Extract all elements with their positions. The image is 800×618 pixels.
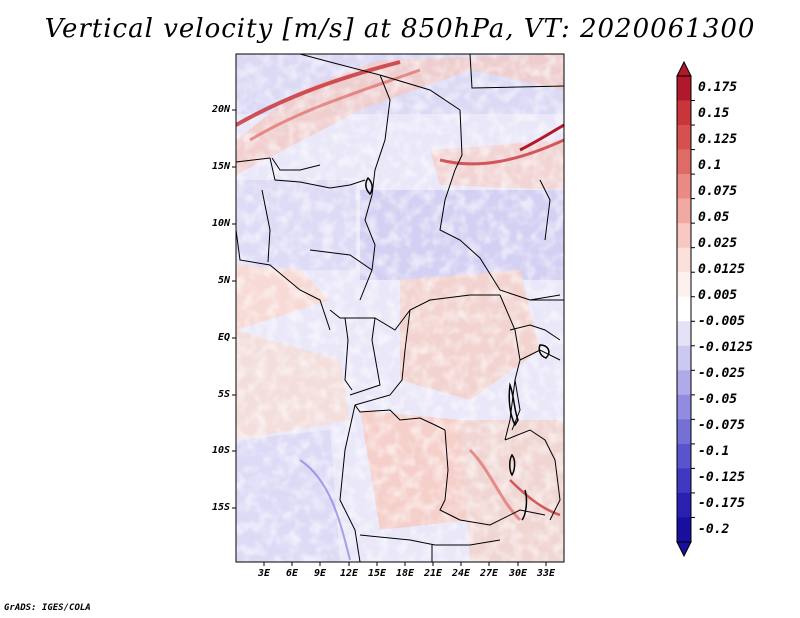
colorbar-top-arrow bbox=[676, 60, 692, 77]
colorbar-frame bbox=[676, 75, 692, 543]
colorbar-swatch bbox=[677, 149, 691, 175]
colorbar-label: 0.1 bbox=[698, 158, 722, 173]
lon-label: 18E bbox=[395, 568, 415, 579]
lon-label: 21E bbox=[423, 568, 443, 579]
lat-ticks bbox=[232, 109, 236, 509]
chart-title: Vertical velocity [m/s] at 850hPa, VT: 2… bbox=[44, 14, 756, 44]
colorbar bbox=[676, 60, 695, 558]
colorbar-label: -0.0125 bbox=[698, 340, 753, 355]
lat-label: 15N bbox=[211, 161, 230, 172]
colorbar-swatch bbox=[677, 468, 691, 494]
colorbar-label: 0.005 bbox=[698, 288, 738, 303]
colorbar-label: -0.025 bbox=[698, 366, 745, 381]
lon-ticks bbox=[263, 562, 547, 566]
colorbar-swatch bbox=[677, 247, 691, 273]
lat-label: 5S bbox=[217, 389, 230, 400]
colorbar-label: 0.0125 bbox=[698, 262, 745, 277]
lon-label: 9E bbox=[313, 568, 327, 579]
colorbar-label: -0.075 bbox=[698, 418, 745, 433]
colorbar-label: -0.1 bbox=[698, 444, 730, 459]
lon-label: 33E bbox=[536, 568, 556, 579]
lon-label: 30E bbox=[508, 568, 528, 579]
map-field bbox=[236, 54, 564, 562]
lat-label: 20N bbox=[211, 104, 230, 115]
lon-label: 24E bbox=[451, 568, 471, 579]
colorbar-label: -0.05 bbox=[698, 392, 738, 407]
grads-credit: GrADS: IGES/COLA bbox=[4, 603, 91, 613]
lon-label: 12E bbox=[339, 568, 359, 579]
colorbar-label: -0.125 bbox=[698, 470, 745, 485]
colorbar-label: 0.075 bbox=[698, 184, 738, 199]
colorbar-swatch bbox=[677, 272, 691, 298]
lat-label: 10S bbox=[211, 445, 230, 456]
colorbar-bottom-arrow bbox=[676, 541, 692, 558]
lakes bbox=[365, 176, 550, 521]
colorbar-label: -0.005 bbox=[698, 314, 745, 329]
colorbar-label: 0.025 bbox=[698, 236, 738, 251]
colorbar-swatch bbox=[677, 419, 691, 445]
colorbar-label: 0.125 bbox=[698, 132, 738, 147]
colorbar-label: 0.175 bbox=[698, 80, 738, 95]
lon-label: 27E bbox=[479, 568, 499, 579]
colorbar-swatch bbox=[677, 125, 691, 150]
lat-label: EQ bbox=[217, 332, 230, 343]
lat-label: 5N bbox=[217, 275, 230, 286]
lon-label: 15E bbox=[367, 568, 387, 579]
colorbar-swatch bbox=[677, 370, 691, 396]
colorbar-swatch bbox=[677, 517, 691, 543]
colorbar-label: -0.2 bbox=[698, 522, 730, 537]
lat-label: 15S bbox=[211, 502, 230, 513]
colorbar-swatch bbox=[677, 443, 691, 469]
colorbar-label: 0.15 bbox=[698, 106, 730, 121]
map-frame bbox=[235, 53, 565, 563]
colorbar-swatch bbox=[677, 394, 691, 420]
colorbar-swatch bbox=[677, 492, 691, 518]
colorbar-swatch bbox=[677, 223, 691, 248]
lon-label: 6E bbox=[285, 568, 299, 579]
colorbar-swatch bbox=[677, 76, 691, 101]
colorbar-swatch bbox=[677, 321, 691, 347]
colorbar-swatch bbox=[677, 345, 691, 371]
colorbar-swatch bbox=[677, 174, 691, 199]
colorbar-swatch bbox=[677, 296, 691, 322]
country-borders bbox=[236, 54, 564, 562]
colorbar-swatch bbox=[677, 100, 691, 126]
colorbar-label: 0.05 bbox=[698, 210, 730, 225]
colorbar-label: -0.175 bbox=[698, 496, 745, 511]
lon-label: 3E bbox=[257, 568, 271, 579]
colorbar-swatch bbox=[677, 198, 691, 224]
lat-label: 10N bbox=[211, 218, 230, 229]
